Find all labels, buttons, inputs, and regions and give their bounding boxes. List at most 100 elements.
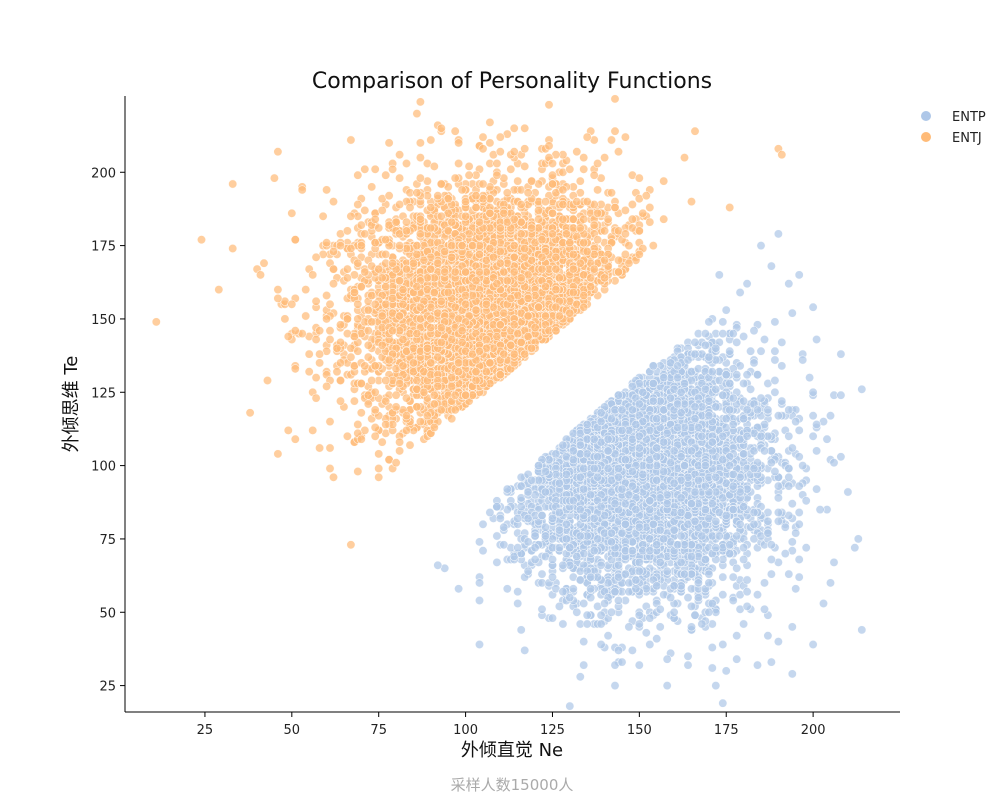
- point-entj: [495, 132, 505, 142]
- point-entj: [589, 170, 599, 180]
- point-entj: [363, 399, 373, 409]
- point-entj: [433, 381, 443, 391]
- point-entj: [547, 179, 557, 189]
- point-entj: [280, 314, 290, 324]
- point-entj: [391, 458, 401, 468]
- point-entj: [381, 375, 391, 385]
- point-entj: [523, 188, 533, 198]
- point-entj: [554, 311, 564, 321]
- point-entj: [328, 247, 338, 257]
- point-entj: [565, 238, 575, 248]
- point-entj: [506, 293, 516, 303]
- point-entj: [645, 217, 655, 227]
- point-entj: [290, 434, 300, 444]
- point-entj: [401, 425, 411, 435]
- point-entj: [377, 311, 387, 321]
- point-entj: [367, 182, 377, 192]
- point-entj: [356, 241, 366, 251]
- point-entj: [613, 255, 623, 265]
- point-entj: [450, 302, 460, 312]
- point-entj: [273, 285, 283, 295]
- point-entj: [457, 326, 467, 336]
- point-entj: [520, 349, 530, 359]
- point-entj: [374, 463, 384, 473]
- point-entj: [412, 241, 422, 251]
- point-entj: [370, 164, 380, 174]
- point-entj: [579, 302, 589, 312]
- point-entj: [624, 258, 634, 268]
- point-entj: [328, 472, 338, 482]
- point-entj: [540, 197, 550, 207]
- point-entj: [551, 302, 561, 312]
- point-entj: [454, 358, 464, 368]
- point-entj: [353, 346, 363, 356]
- point-entj: [346, 244, 356, 254]
- point-entj: [457, 185, 467, 195]
- point-entj: [395, 150, 405, 160]
- point-entj: [429, 390, 439, 400]
- point-entj: [492, 170, 502, 180]
- point-entj: [579, 290, 589, 300]
- point-entj: [499, 349, 509, 359]
- point-entj: [520, 161, 530, 171]
- point-entj: [304, 349, 314, 359]
- point-entj: [353, 466, 363, 476]
- point-entj: [304, 367, 314, 377]
- point-entj: [492, 279, 502, 289]
- point-entj: [495, 320, 505, 330]
- point-entj: [419, 387, 429, 397]
- point-entj: [461, 197, 471, 207]
- point-entj: [401, 264, 411, 274]
- point-entj: [579, 214, 589, 224]
- point-entj: [478, 132, 488, 142]
- point-entj: [353, 258, 363, 268]
- point-entj: [610, 94, 620, 104]
- point-entj: [447, 334, 457, 344]
- point-entj: [447, 252, 457, 262]
- point-entj: [530, 323, 540, 333]
- point-entj: [429, 422, 439, 432]
- point-entj: [589, 264, 599, 274]
- point-entj: [474, 267, 484, 277]
- point-entj: [509, 123, 519, 133]
- point-entj: [523, 293, 533, 303]
- point-entj: [447, 381, 457, 391]
- point-entj: [593, 159, 603, 169]
- point-entj: [353, 419, 363, 429]
- point-entj: [374, 264, 384, 274]
- point-entj: [360, 229, 370, 239]
- point-entj: [415, 302, 425, 312]
- point-entj: [332, 343, 342, 353]
- point-entj: [311, 393, 321, 403]
- point-entj: [634, 226, 644, 236]
- point-entj: [398, 361, 408, 371]
- point-entj: [287, 208, 297, 218]
- point-entj: [561, 229, 571, 239]
- point-entj: [537, 252, 547, 262]
- point-entj: [568, 287, 578, 297]
- points-layer: [151, 94, 867, 711]
- point-entj: [395, 173, 405, 183]
- point-entj: [495, 370, 505, 380]
- point-entj: [377, 340, 387, 350]
- point-entj: [353, 299, 363, 309]
- point-entj: [461, 290, 471, 300]
- point-entj: [283, 425, 293, 435]
- point-entj: [627, 214, 637, 224]
- chart-title: Comparison of Personality Functions: [312, 69, 712, 94]
- point-entj: [391, 390, 401, 400]
- point-entj: [426, 203, 436, 213]
- point-entj: [613, 147, 623, 157]
- point-entj: [388, 258, 398, 268]
- point-entj: [499, 267, 509, 277]
- point-entj: [377, 273, 387, 283]
- point-entj: [544, 100, 554, 110]
- point-entj: [356, 220, 366, 230]
- point-entj: [401, 411, 411, 421]
- point-entj: [370, 361, 380, 371]
- point-entj: [381, 419, 391, 429]
- point-entj: [370, 214, 380, 224]
- point-entj: [325, 334, 335, 344]
- point-entj: [440, 267, 450, 277]
- point-entj: [356, 282, 366, 292]
